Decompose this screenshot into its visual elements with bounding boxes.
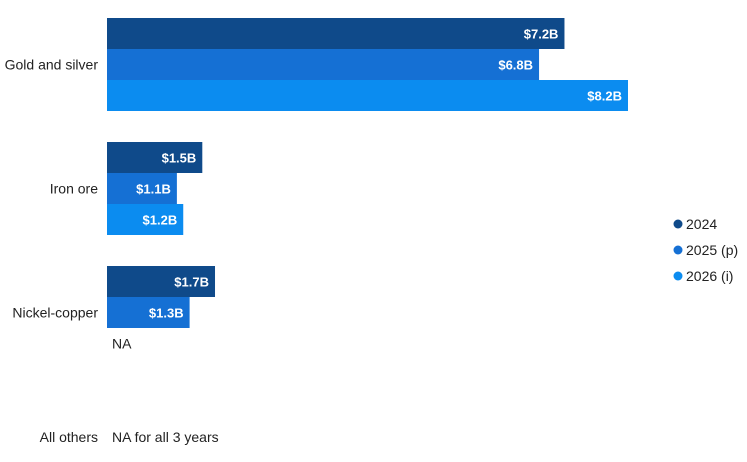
bar-iron-ore-2024 [107, 142, 203, 173]
bar-gold-and-silver-2026-i [107, 80, 628, 111]
data-label-nickel-copper-2024: $1.7B [174, 275, 209, 290]
data-label-gold-and-silver-2026-i: $8.2B [587, 89, 622, 104]
category-label-all-others: All others [40, 429, 98, 445]
data-label-nickel-copper-2025-p: $1.3B [149, 306, 184, 321]
annotation-nickel-copper: NA [112, 336, 132, 352]
bar-iron-ore-2025-p [107, 173, 177, 204]
bar-gold-and-silver-2025-p [107, 49, 540, 80]
data-label-iron-ore-2024: $1.5B [162, 151, 197, 166]
category-label-gold-and-silver: Gold and silver [5, 57, 99, 73]
legend-label-2025-p: 2025 (p) [686, 242, 738, 258]
category-label-nickel-copper: Nickel-copper [12, 305, 98, 321]
data-label-gold-and-silver-2025-p: $6.8B [498, 58, 533, 73]
legend: 2024 2025 (p) 2026 (i) [673, 216, 738, 284]
data-label-gold-and-silver-2024: $7.2B [524, 27, 559, 42]
bar-gold-and-silver-2024 [107, 18, 565, 49]
legend-swatch-2026-i [673, 271, 683, 281]
legend-label-2026-i: 2026 (i) [686, 268, 733, 284]
data-label-iron-ore-2025-p: $1.1B [136, 182, 171, 197]
bar-nickel-copper-2024 [107, 266, 216, 297]
bar-iron-ore-2026-i [107, 204, 184, 235]
data-label-iron-ore-2026-i: $1.2B [143, 213, 178, 228]
annotation-all-others: NA for all 3 years [112, 429, 219, 445]
legend-swatch-2024 [673, 219, 683, 229]
legend-label-2024: 2024 [686, 216, 717, 232]
legend-swatch-2025-p [673, 245, 683, 255]
bar-nickel-copper-2025-p [107, 297, 190, 328]
category-label-iron-ore: Iron ore [50, 181, 98, 197]
